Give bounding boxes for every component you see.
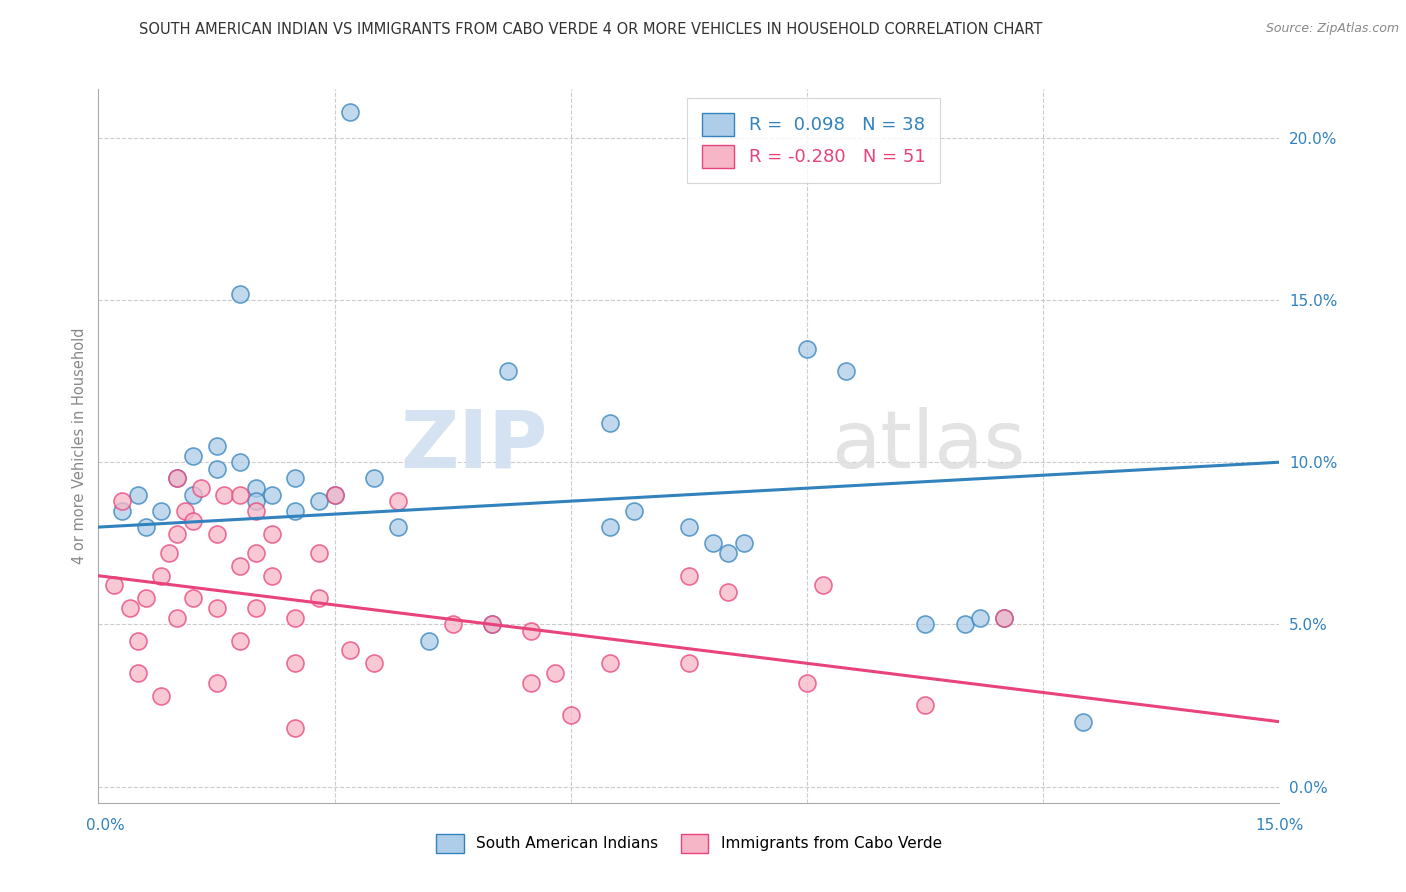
Point: [717, 546, 740, 560]
Point: [260, 488, 283, 502]
Point: [284, 504, 307, 518]
Point: [678, 520, 700, 534]
Point: [127, 633, 149, 648]
Point: [993, 611, 1015, 625]
Point: [284, 471, 307, 485]
Point: [181, 488, 204, 502]
Point: [599, 417, 621, 431]
Point: [678, 657, 700, 671]
Text: 15.0%: 15.0%: [1256, 818, 1303, 832]
Text: SOUTH AMERICAN INDIAN VS IMMIGRANTS FROM CABO VERDE 4 OR MORE VEHICLES IN HOUSEH: SOUTH AMERICAN INDIAN VS IMMIGRANTS FROM…: [139, 22, 1042, 37]
Point: [914, 698, 936, 713]
Point: [481, 617, 503, 632]
Point: [953, 617, 976, 632]
Point: [363, 471, 385, 485]
Point: [245, 601, 267, 615]
Point: [135, 591, 157, 606]
Point: [103, 578, 125, 592]
Point: [190, 481, 212, 495]
Point: [520, 675, 543, 690]
Point: [229, 559, 252, 574]
Point: [717, 585, 740, 599]
Point: [127, 666, 149, 681]
Point: [363, 657, 385, 671]
Point: [166, 611, 188, 625]
Point: [205, 439, 228, 453]
Point: [733, 536, 755, 550]
Point: [308, 591, 330, 606]
Point: [260, 568, 283, 582]
Point: [339, 104, 361, 119]
Point: [157, 546, 180, 560]
Point: [245, 494, 267, 508]
Point: [308, 494, 330, 508]
Point: [111, 504, 134, 518]
Point: [118, 601, 141, 615]
Point: [166, 471, 188, 485]
Point: [969, 611, 991, 625]
Point: [599, 520, 621, 534]
Point: [811, 578, 834, 592]
Point: [181, 449, 204, 463]
Point: [914, 617, 936, 632]
Point: [127, 488, 149, 502]
Point: [229, 286, 252, 301]
Point: [678, 568, 700, 582]
Point: [1071, 714, 1094, 729]
Point: [520, 624, 543, 638]
Point: [205, 461, 228, 475]
Point: [111, 494, 134, 508]
Point: [150, 504, 173, 518]
Point: [623, 504, 645, 518]
Point: [229, 488, 252, 502]
Point: [308, 546, 330, 560]
Point: [387, 494, 409, 508]
Legend: South American Indians, Immigrants from Cabo Verde: South American Indians, Immigrants from …: [430, 828, 948, 859]
Point: [166, 471, 188, 485]
Y-axis label: 4 or more Vehicles in Household: 4 or more Vehicles in Household: [72, 327, 87, 565]
Point: [441, 617, 464, 632]
Point: [284, 611, 307, 625]
Point: [245, 504, 267, 518]
Text: atlas: atlas: [831, 407, 1025, 485]
Point: [599, 657, 621, 671]
Point: [323, 488, 346, 502]
Point: [205, 601, 228, 615]
Point: [174, 504, 197, 518]
Point: [323, 488, 346, 502]
Text: 0.0%: 0.0%: [86, 818, 125, 832]
Point: [166, 526, 188, 541]
Point: [181, 591, 204, 606]
Point: [135, 520, 157, 534]
Point: [835, 364, 858, 378]
Point: [260, 526, 283, 541]
Point: [284, 721, 307, 735]
Point: [181, 514, 204, 528]
Point: [481, 617, 503, 632]
Point: [387, 520, 409, 534]
Point: [205, 526, 228, 541]
Point: [339, 643, 361, 657]
Point: [245, 481, 267, 495]
Point: [150, 568, 173, 582]
Point: [544, 666, 567, 681]
Point: [229, 633, 252, 648]
Point: [418, 633, 440, 648]
Point: [205, 675, 228, 690]
Point: [496, 364, 519, 378]
Point: [560, 708, 582, 723]
Point: [796, 675, 818, 690]
Point: [150, 689, 173, 703]
Point: [702, 536, 724, 550]
Text: Source: ZipAtlas.com: Source: ZipAtlas.com: [1265, 22, 1399, 36]
Point: [245, 546, 267, 560]
Point: [284, 657, 307, 671]
Point: [229, 455, 252, 469]
Point: [796, 342, 818, 356]
Text: ZIP: ZIP: [399, 407, 547, 485]
Point: [214, 488, 236, 502]
Point: [993, 611, 1015, 625]
